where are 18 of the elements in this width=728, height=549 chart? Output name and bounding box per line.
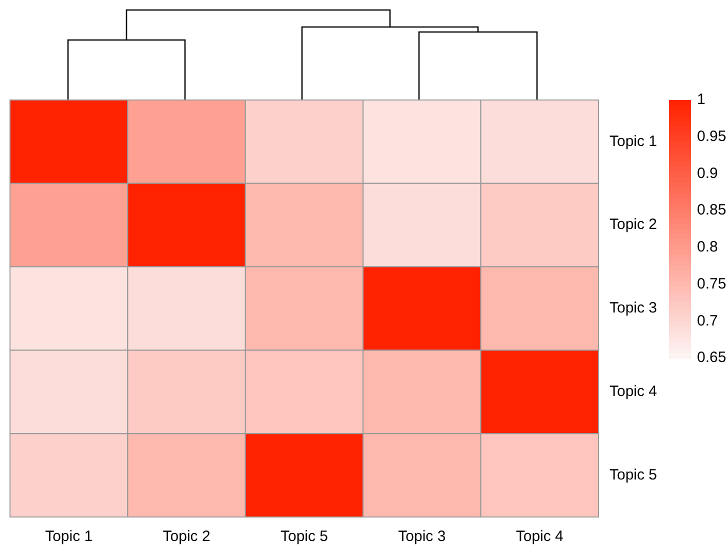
x-tick-label: Topic 4 bbox=[516, 528, 564, 546]
y-tick-label: Topic 5 bbox=[609, 466, 658, 484]
y-tick-label: Topic 4 bbox=[609, 383, 658, 400]
color-bar-label: 0.9 bbox=[697, 164, 718, 182]
x-tick-label: Topic 3 bbox=[398, 528, 446, 546]
color-bar-label: 0.8 bbox=[697, 238, 718, 256]
y-tick-label: Topic 1 bbox=[609, 132, 658, 150]
y-tick-label: Topic 2 bbox=[609, 216, 658, 234]
color-bar-label: 0.65 bbox=[697, 349, 726, 366]
color-bar-label: 0.95 bbox=[697, 128, 726, 145]
x-tick-label: Topic 5 bbox=[280, 528, 328, 546]
color-bar-label: 0.7 bbox=[697, 312, 718, 330]
color-bar-label: 0.75 bbox=[697, 275, 726, 292]
x-tick-label: Topic 1 bbox=[45, 528, 93, 546]
color-bar-label: 1 bbox=[697, 91, 706, 108]
color-bar-label: 0.85 bbox=[697, 202, 726, 219]
y-tick-label: Topic 3 bbox=[609, 300, 658, 317]
x-tick-label: Topic 2 bbox=[162, 528, 210, 546]
